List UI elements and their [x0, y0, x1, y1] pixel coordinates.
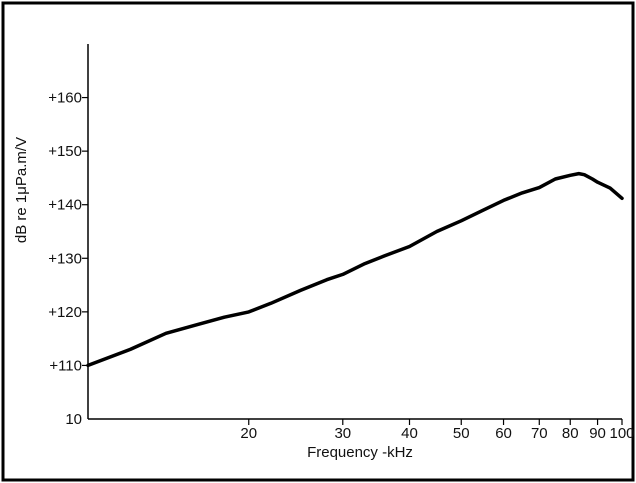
x-axis-title: Frequency -kHz: [307, 444, 413, 461]
series: [86, 171, 624, 368]
axes: [87, 44, 622, 420]
x-tick-label: 90: [589, 425, 606, 442]
y-tick-label: +120: [48, 304, 82, 321]
x-tick-label: 20: [240, 425, 257, 442]
x-tick-label: 100: [609, 425, 634, 442]
response-curve: [86, 171, 624, 368]
x-tick-label: 70: [531, 425, 548, 442]
y-tick-label: +160: [48, 90, 82, 107]
x-tick-label: 80: [562, 425, 579, 442]
y-tick-label: +150: [48, 143, 82, 160]
y-tick-label: +110: [49, 357, 82, 374]
y-axis-title: dB re 1μPa.m/V: [13, 137, 30, 243]
x-tick-label: 30: [334, 425, 351, 442]
y-tick-label: +130: [48, 250, 82, 267]
y-tick-label: +140: [48, 197, 82, 214]
y-tick-label: 10: [65, 411, 82, 428]
x-tick-label: 40: [401, 425, 418, 442]
ticks: 10 +110 +120 +130 +140 +150 +160 20 30 40 50 60 70 80…: [48, 90, 634, 442]
x-tick-label: 60: [495, 425, 512, 442]
x-tick-label: 50: [453, 425, 470, 442]
